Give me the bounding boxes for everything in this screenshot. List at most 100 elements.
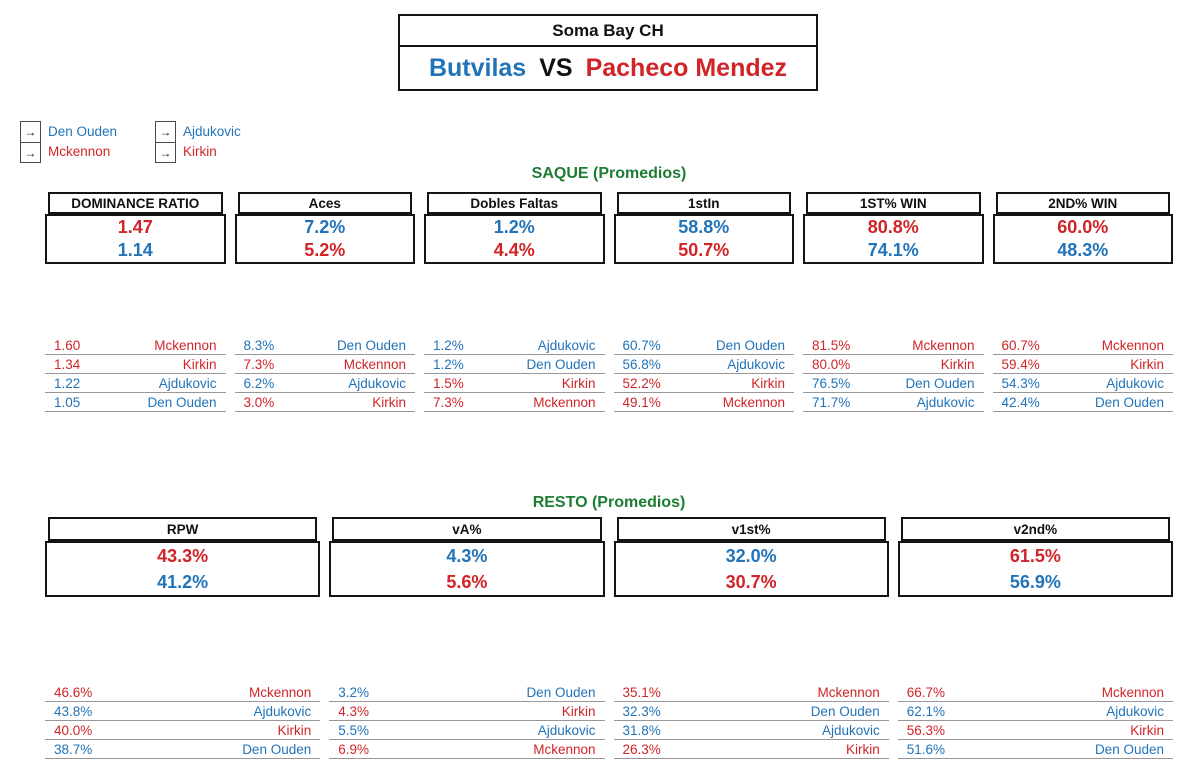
player-row-name: Mckennon — [154, 337, 217, 353]
player-row: 80.0% Kirkin — [803, 355, 984, 374]
stat-player-list: 60.7% Mckennon 59.4% Kirkin 54.3% Ajduko… — [992, 336, 1173, 412]
stat-player-list: 3.2% Den Ouden 4.3% Kirkin 5.5% Ajdukovi… — [329, 683, 605, 759]
stat-value-top: 43.3% — [157, 546, 209, 566]
player-row-name: Mckennon — [722, 394, 785, 410]
player-row: 56.8% Ajdukovic — [613, 355, 794, 374]
stat-label: vA% — [332, 517, 602, 541]
section-title-saque: SAQUE (Promedios) — [531, 165, 687, 182]
player-row-name: Kirkin — [277, 722, 312, 738]
player-row-value: 32.3% — [622, 703, 661, 719]
match-header: Soma Bay CH Butvilas VS Pacheco Mendez — [398, 14, 818, 91]
player-row: 35.1% Mckennon — [613, 683, 889, 702]
player-row: 6.2% Ajdukovic — [234, 374, 415, 393]
player-row-name: Kirkin — [751, 375, 785, 391]
player-row-value: 51.6% — [906, 741, 946, 757]
player-row-value: 1.34 — [54, 356, 81, 372]
stat-value-top: 80.8% — [867, 217, 919, 237]
arrow-right-icon[interactable]: → — [156, 122, 175, 142]
player-row-name: Den Ouden — [242, 741, 312, 757]
player-row-value: 60.7% — [622, 337, 661, 353]
stat-column: v2nd% 61.5% 56.9% 66.7% Mckennon 62.1% A… — [897, 517, 1173, 759]
player-row-value: 40.0% — [54, 722, 93, 738]
legend-player-label: Mckennon — [48, 144, 111, 159]
player-row-value: 7.3% — [243, 356, 275, 372]
stat-label: Dobles Faltas — [427, 192, 602, 214]
player-row-name: Ajdukovic — [727, 356, 785, 372]
player-row-value: 42.4% — [1001, 394, 1040, 410]
player-row-name: Kirkin — [940, 356, 975, 372]
player-row-value: 6.9% — [338, 741, 370, 757]
player-row: 1.22 Ajdukovic — [45, 374, 226, 393]
stat-average-values: 58.8% 50.7% — [613, 214, 794, 264]
player-row-name: Den Ouden — [905, 375, 975, 391]
legend-player-label: Kirkin — [183, 144, 217, 159]
player-row: 38.7% Den Ouden — [45, 740, 321, 759]
stat-value-top: 32.0% — [725, 546, 777, 566]
player-row-name: Mckennon — [1101, 337, 1164, 353]
player-row-value: 3.0% — [243, 394, 275, 410]
stat-player-list: 35.1% Mckennon 32.3% Den Ouden 31.8% Ajd… — [613, 683, 889, 759]
player-row-value: 56.3% — [906, 722, 946, 738]
stat-value-top: 4.3% — [446, 546, 488, 566]
player-name-left: Butvilas — [428, 53, 527, 82]
stat-column: DOMINANCE RATIO 1.47 1.14 1.60 Mckennon … — [45, 192, 226, 412]
player-row-value: 80.0% — [812, 356, 851, 372]
player-row: 1.5% Kirkin — [424, 374, 605, 393]
player-row-value: 1.2% — [433, 356, 464, 372]
player-row-value: 66.7% — [906, 684, 946, 700]
player-row-value: 49.1% — [622, 394, 661, 410]
arrow-glyph: → — [159, 145, 172, 160]
legend-arrow-box: → → — [20, 121, 41, 163]
player-row-name: Ajdukovic — [253, 703, 312, 719]
player-row-name: Kirkin — [561, 703, 596, 719]
player-row-name: Ajdukovic — [537, 337, 596, 353]
legend-group-2: → → Ajdukovic Kirkin — [155, 121, 241, 163]
stat-value-top: 1.2% — [493, 217, 535, 237]
stat-value-bottom: 4.4% — [493, 240, 535, 260]
player-row-name: Den Ouden — [1094, 741, 1164, 757]
legend-player-label: Den Ouden — [48, 123, 118, 139]
player-row-name: Kirkin — [1130, 722, 1164, 738]
player-row-value: 8.3% — [243, 337, 275, 353]
stat-column: vA% 4.3% 5.6% 3.2% Den Ouden 4.3% Kirkin… — [329, 517, 605, 759]
player-row-name: Kirkin — [372, 394, 406, 410]
stat-label: v1st% — [616, 517, 886, 541]
player-row: 7.3% Mckennon — [234, 355, 415, 374]
player-row: 76.5% Den Ouden — [803, 374, 984, 393]
arrow-right-icon[interactable]: → — [21, 122, 40, 142]
stat-label: DOMINANCE RATIO — [48, 192, 223, 214]
player-row: 3.0% Kirkin — [234, 393, 415, 412]
stat-average-values: 1.47 1.14 — [45, 214, 226, 264]
player-row-name: Ajdukovic — [1106, 375, 1164, 391]
player-row-name: Ajdukovic — [916, 394, 975, 410]
player-row-value: 59.4% — [1001, 356, 1040, 372]
arrow-right-icon[interactable]: → — [156, 142, 175, 162]
arrow-glyph: → — [159, 125, 172, 139]
player-row-name: Den Ouden — [810, 703, 880, 719]
stat-value-bottom: 56.9% — [1009, 572, 1061, 592]
arrow-right-icon[interactable]: → — [21, 142, 40, 162]
player-row-value: 76.5% — [812, 375, 851, 391]
tournament-title: Soma Bay CH — [400, 16, 816, 47]
stat-column: v1st% 32.0% 30.7% 35.1% Mckennon 32.3% D… — [613, 517, 889, 759]
player-row-value: 1.05 — [54, 394, 81, 410]
player-row: 1.2% Den Ouden — [424, 355, 605, 374]
player-row-value: 1.5% — [433, 375, 464, 391]
matchup-line: Butvilas VS Pacheco Mendez — [400, 47, 816, 89]
stat-average-values: 1.2% 4.4% — [424, 214, 605, 264]
player-row: 66.7% Mckennon — [897, 683, 1173, 702]
legend-arrow-box: → → — [155, 121, 176, 163]
player-row: 42.4% Den Ouden — [992, 393, 1173, 412]
player-row: 49.1% Mckennon — [613, 393, 794, 412]
player-row-name: Den Ouden — [715, 337, 785, 353]
stat-label: 2ND% WIN — [995, 192, 1170, 214]
player-row-name: Mckennon — [533, 394, 596, 410]
player-row: 5.5% Ajdukovic — [329, 721, 605, 740]
player-row: 26.3% Kirkin — [613, 740, 889, 759]
player-row-value: 56.8% — [622, 356, 661, 372]
player-row-name: Kirkin — [1130, 356, 1164, 372]
stat-value-bottom: 50.7% — [678, 240, 730, 260]
player-row: 6.9% Mckennon — [329, 740, 605, 759]
player-row-name: Mckennon — [1101, 684, 1164, 700]
player-row-value: 6.2% — [243, 375, 275, 391]
